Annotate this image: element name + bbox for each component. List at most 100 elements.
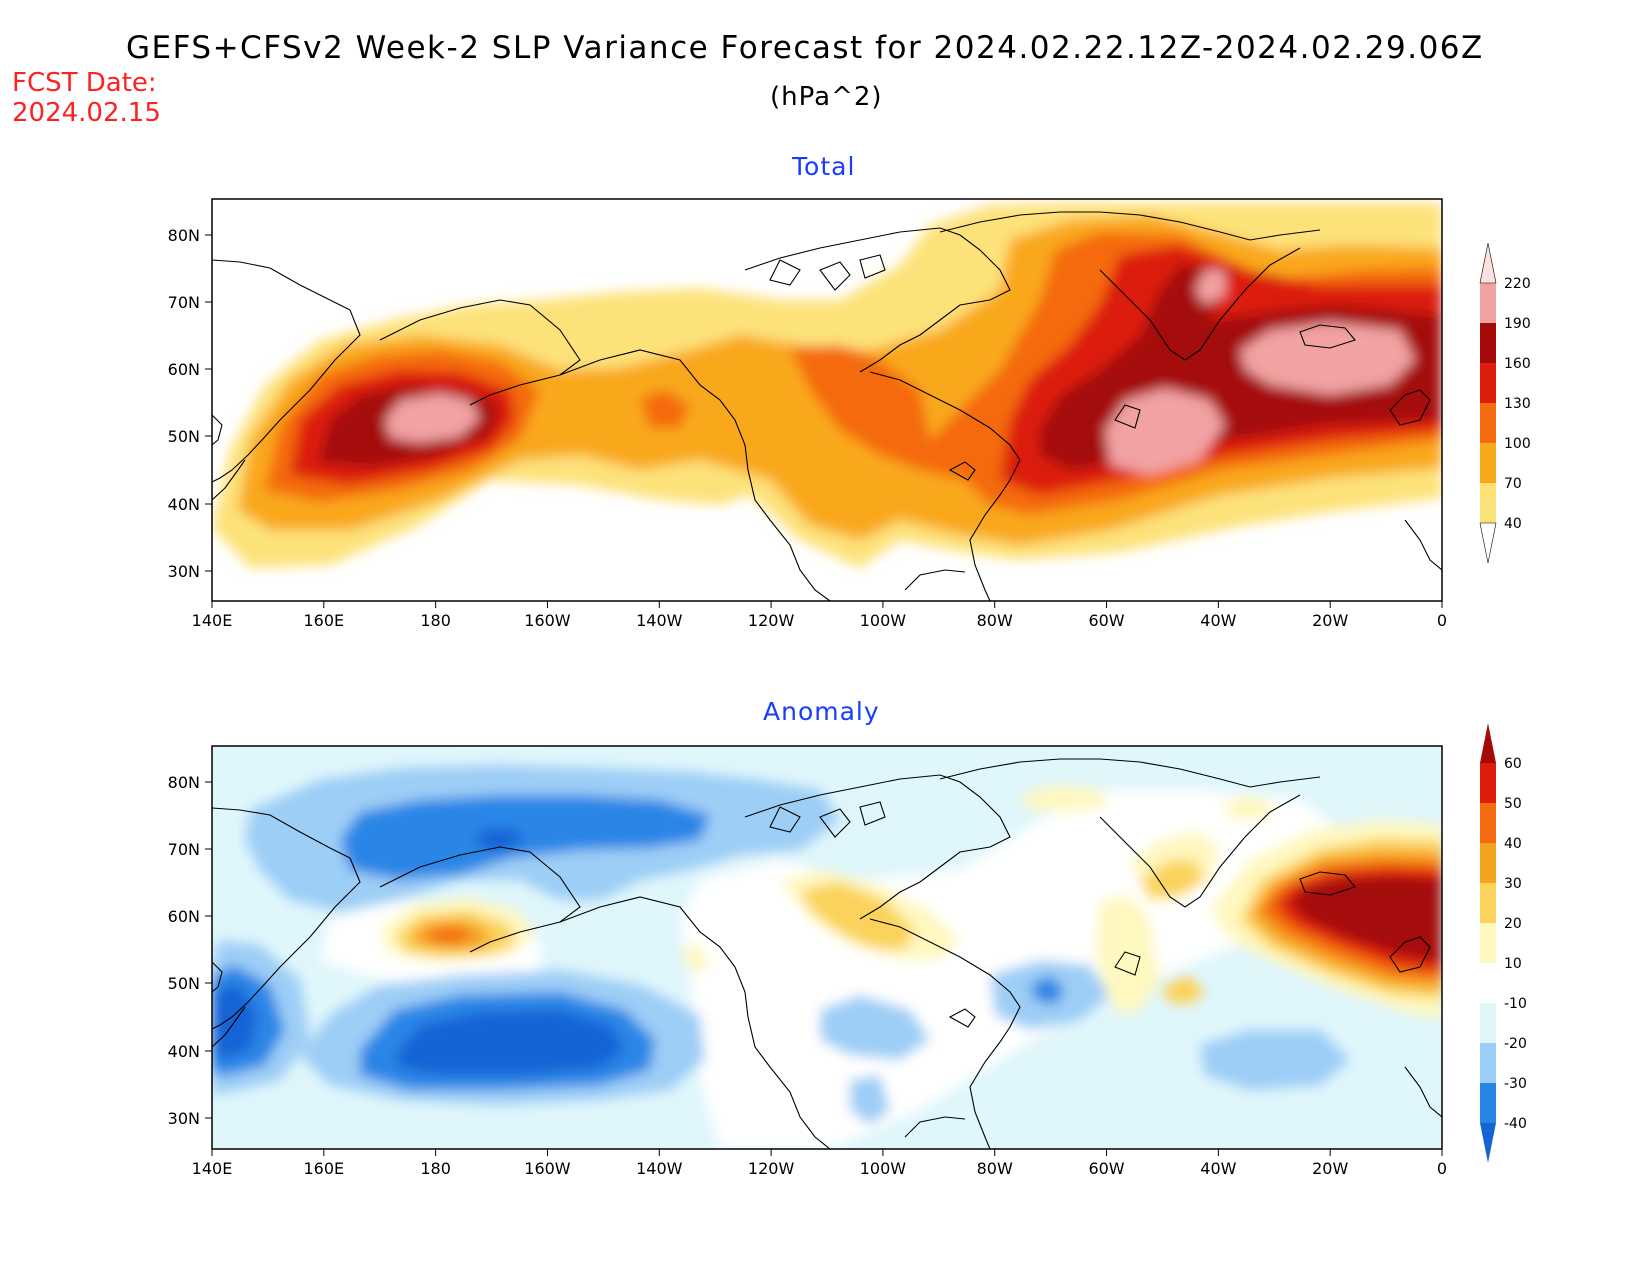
total-colorbar: 220 190 160 130 100 70 40 — [1479, 242, 1531, 564]
anomaly-contour-neg20 — [212, 795, 1065, 1090]
colorbar-label: -40 — [1504, 1116, 1527, 1132]
colorbar-label: -30 — [1504, 1076, 1527, 1092]
y-tick-label: 80N — [168, 773, 200, 792]
colorbar-label: 130 — [1504, 396, 1531, 412]
colorbar-swatch — [1480, 483, 1496, 523]
colorbar-swatch — [1480, 1083, 1496, 1123]
colorbar-swatch — [1480, 803, 1496, 843]
colorbar-swatch — [1480, 323, 1496, 363]
colorbar-label: -10 — [1504, 996, 1527, 1012]
x-tick-label: 160W — [524, 611, 571, 630]
colorbar-swatch — [1480, 403, 1496, 443]
y-tick-label: 60N — [168, 907, 200, 926]
colorbar-top-arrow — [1479, 242, 1497, 284]
y-tick-label: 50N — [168, 427, 200, 446]
colorbar-label: 50 — [1504, 796, 1522, 812]
x-tick-label: 120W — [748, 611, 795, 630]
colorbar-label: -20 — [1504, 1036, 1527, 1052]
x-tick-label: 20W — [1312, 1159, 1348, 1178]
colorbar-label: 70 — [1504, 476, 1522, 492]
anomaly-map — [212, 746, 1442, 1149]
y-tick-label: 40N — [168, 1042, 200, 1061]
x-tick-label: 20W — [1312, 611, 1348, 630]
colorbar-label: 190 — [1504, 316, 1531, 332]
y-tick-label: 70N — [168, 840, 200, 859]
x-tick-label: 80W — [977, 1159, 1013, 1178]
anomaly-map-frame — [211, 745, 1443, 1150]
x-tick-label: 140E — [192, 611, 233, 630]
anomaly-panel-title: Anomaly — [763, 697, 880, 726]
colorbar-label: 160 — [1504, 356, 1531, 372]
colorbar-label: 40 — [1504, 836, 1522, 852]
colorbar-label: 60 — [1504, 756, 1522, 772]
main-title: GEFS+CFSv2 Week-2 SLP Variance Forecast … — [126, 30, 1484, 66]
x-tick-label: 0 — [1437, 611, 1447, 630]
x-tick-label: 160W — [524, 1159, 571, 1178]
total-axes: 140E 160E 180 160W 140W 120W 100W 80W 60W 40W 20W 0… — [168, 226, 1447, 630]
colorbar-swatch — [1480, 883, 1496, 923]
colorbar-swatch — [1480, 363, 1496, 403]
anomaly-x-axis: 140E 160E 180 160W 140W 120W 100W 80W 60W 40W 20W 0 — [192, 1149, 1447, 1178]
colorbar-label: 40 — [1504, 516, 1522, 532]
y-tick-label: 60N — [168, 360, 200, 379]
y-tick-label: 30N — [168, 562, 200, 581]
colorbar-swatch — [1480, 843, 1496, 883]
x-tick-label: 40W — [1200, 1159, 1236, 1178]
colorbar-label: 100 — [1504, 436, 1531, 452]
colorbar-label: 20 — [1504, 916, 1522, 932]
y-tick-label: 70N — [168, 293, 200, 312]
anomaly-contour-pos10 — [380, 785, 1442, 1020]
anomaly-contour-pos20 — [395, 838, 1442, 1005]
colorbar-swatch — [1480, 923, 1496, 963]
x-tick-label: 40W — [1200, 611, 1236, 630]
y-tick-label: 40N — [168, 495, 200, 514]
total-y-axis: 80N 70N 60N 50N 40N 30N — [168, 226, 212, 581]
anomaly-contour-neg30 — [212, 828, 625, 1075]
x-tick-label: 0 — [1437, 1159, 1447, 1178]
colorbar-bottom-arrow — [1479, 522, 1497, 564]
forecast-date-value: 2024.02.15 — [12, 98, 161, 128]
x-tick-label: 180 — [420, 611, 451, 630]
units-label: (hPa^2) — [770, 82, 883, 112]
anomaly-coastlines — [212, 758, 1442, 1149]
x-tick-label: 60W — [1088, 611, 1124, 630]
x-tick-label: 140W — [636, 611, 683, 630]
colorbar-swatch — [1480, 963, 1496, 1003]
y-tick-label: 30N — [168, 1109, 200, 1128]
anomaly-axes: 140E 160E 180 160W 140W 120W 100W 80W 60W 40W 20W 0… — [168, 773, 1447, 1178]
total-map-frame — [211, 198, 1443, 602]
x-tick-label: 160E — [303, 1159, 344, 1178]
x-tick-label: 100W — [860, 1159, 907, 1178]
total-panel-title: Total — [792, 152, 856, 181]
y-tick-label: 50N — [168, 974, 200, 993]
anomaly-neutral-area — [320, 790, 1340, 1149]
x-tick-label: 160E — [303, 611, 344, 630]
total-contour-190 — [385, 270, 1415, 475]
colorbar-swatch — [1480, 443, 1496, 483]
x-tick-label: 120W — [748, 1159, 795, 1178]
y-tick-label: 80N — [168, 226, 200, 245]
x-tick-label: 140W — [636, 1159, 683, 1178]
colorbar-bottom-arrow — [1480, 1123, 1496, 1163]
x-tick-label: 100W — [860, 611, 907, 630]
forecast-date-label: FCST Date: — [12, 68, 157, 98]
anomaly-colorbar: 60 50 40 30 20 10 -10 -20 -30 -40 — [1480, 723, 1527, 1163]
x-tick-label: 60W — [1088, 1159, 1124, 1178]
colorbar-top-arrow — [1480, 723, 1496, 763]
x-tick-label: 140E — [192, 1159, 233, 1178]
total-coastlines — [212, 211, 1442, 601]
colorbar-label: 10 — [1504, 956, 1522, 972]
x-tick-label: 180 — [420, 1159, 451, 1178]
total-map — [212, 199, 1442, 601]
colorbar-swatch — [1480, 1043, 1496, 1083]
x-tick-label: 80W — [977, 611, 1013, 630]
colorbar-swatch — [1480, 283, 1496, 323]
colorbar-label: 220 — [1504, 276, 1531, 292]
colorbar-swatch — [1480, 1003, 1496, 1043]
total-x-axis: 140E 160E 180 160W 140W 120W 100W 80W 60W 40W 20W 0 — [192, 601, 1447, 630]
anomaly-y-axis: 80N 70N 60N 50N 40N 30N — [168, 773, 212, 1128]
anomaly-contour-pos60 — [1290, 876, 1442, 962]
colorbar-label: 30 — [1504, 876, 1522, 892]
colorbar-swatch — [1480, 763, 1496, 803]
